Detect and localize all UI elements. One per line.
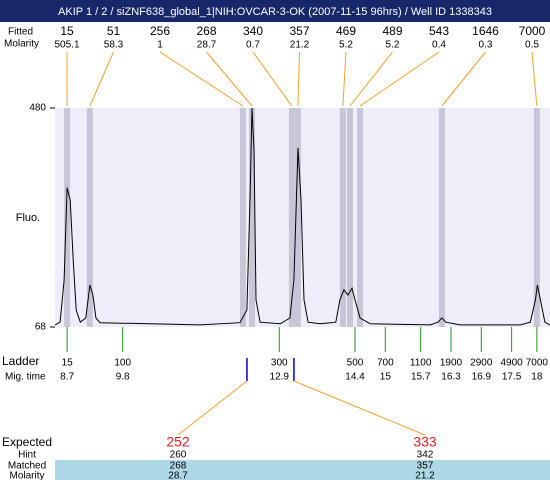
peak-band	[339, 108, 346, 327]
peak-band	[357, 108, 364, 327]
peak-connector	[441, 51, 486, 107]
title: AKIP 1 / 2 / siZNF638_global_1|NIH:OVCAR…	[58, 6, 492, 18]
peak-connector	[531, 51, 538, 107]
ladder-size: 15	[62, 358, 74, 369]
ladder-time: 17.5	[502, 372, 522, 383]
ladder-label: Ladder	[2, 354, 39, 368]
peak-molarity: 0.4	[432, 40, 446, 51]
peak-connector	[89, 51, 114, 107]
ladder-size: 2900	[470, 358, 493, 369]
peak-size: 7000	[519, 24, 546, 38]
expected-size: 333	[413, 434, 437, 450]
ladder-size: 700	[377, 358, 394, 369]
peak-size: 1646	[472, 24, 499, 38]
peak-band	[533, 108, 540, 327]
peak-size: 543	[429, 24, 449, 38]
matched-label: Matched	[8, 461, 46, 472]
ladder-time: 16.3	[441, 372, 461, 383]
peak-connector	[297, 51, 300, 107]
molarity-row-label: Molarity	[4, 39, 39, 50]
peak-size: 51	[107, 24, 121, 38]
plot-area	[55, 108, 550, 327]
hint-size: 260	[170, 450, 187, 461]
peak-band	[346, 108, 353, 327]
peak-band	[248, 108, 255, 327]
y-tick-label: 480	[29, 103, 46, 114]
peak-size: 469	[336, 24, 356, 38]
peak-connector	[159, 51, 244, 107]
peak-molarity: 505.1	[54, 40, 79, 51]
peak-size: 340	[243, 24, 263, 38]
peak-band	[438, 108, 445, 327]
size-row-label: Fitted	[8, 27, 33, 38]
peak-band	[64, 108, 71, 327]
hint-size: 342	[417, 450, 434, 461]
hint-label: Hint	[18, 450, 36, 461]
peak-molarity: 5.2	[339, 40, 353, 51]
peak-band	[288, 108, 295, 327]
ladder-size: 7000	[526, 358, 549, 369]
peak-size: 256	[150, 24, 170, 38]
y-tick-label: 68	[35, 322, 47, 333]
peak-size: 15	[60, 24, 74, 38]
ladder-size: 300	[271, 358, 288, 369]
peak-molarity: 21.2	[290, 40, 310, 51]
ladder-size: 4900	[500, 358, 523, 369]
ladder-time: 15	[380, 372, 392, 383]
peak-molarity: 0.5	[525, 40, 539, 51]
expected-connector	[293, 380, 426, 436]
ladder-size: 1900	[440, 358, 463, 369]
peak-molarity: 0.3	[479, 40, 493, 51]
y-axis-label: Fluo.	[16, 212, 40, 224]
peak-molarity: 58.3	[104, 40, 124, 51]
ladder-time: 18	[531, 372, 543, 383]
matched-size: 357	[417, 461, 434, 472]
peak-molarity: 5.2	[386, 40, 400, 51]
peak-size: 268	[196, 24, 216, 38]
peak-band	[239, 108, 246, 327]
peak-connector	[206, 51, 253, 107]
expected-label: Expected	[2, 435, 52, 449]
peak-size: 357	[289, 24, 309, 38]
matched-rows-bg	[55, 460, 550, 480]
ladder-size: 1100	[410, 358, 432, 369]
ladder-time: 14.4	[345, 372, 365, 383]
ladder-size: 500	[347, 358, 364, 369]
expected-size: 252	[166, 434, 190, 450]
trace	[54, 107, 550, 326]
molarity-label: Molarity	[9, 471, 44, 480]
mig-time-label: Mig. time	[5, 372, 46, 383]
peak-band	[294, 108, 301, 327]
peak-connector	[359, 51, 440, 107]
expected-connector	[177, 380, 248, 436]
ladder-time: 16.9	[472, 372, 492, 383]
ladder-time: 8.7	[60, 372, 74, 383]
ladder-time: 15.7	[411, 372, 431, 383]
title-bar	[0, 0, 550, 22]
peak-molarity: 0.7	[246, 40, 260, 51]
peak-connector	[349, 51, 393, 107]
peak-molarity: 1	[157, 40, 163, 51]
matched-molarity: 28.7	[168, 471, 188, 480]
peak-connector	[252, 51, 293, 107]
peak-band	[86, 108, 93, 327]
ladder-time: 12.9	[270, 372, 290, 383]
ladder-size: 100	[114, 358, 131, 369]
peak-connector	[342, 51, 347, 107]
matched-size: 268	[170, 461, 187, 472]
peak-molarity: 28.7	[197, 40, 217, 51]
matched-molarity: 21.2	[415, 471, 435, 480]
ladder-time: 9.8	[116, 372, 130, 383]
peak-size: 489	[382, 24, 402, 38]
